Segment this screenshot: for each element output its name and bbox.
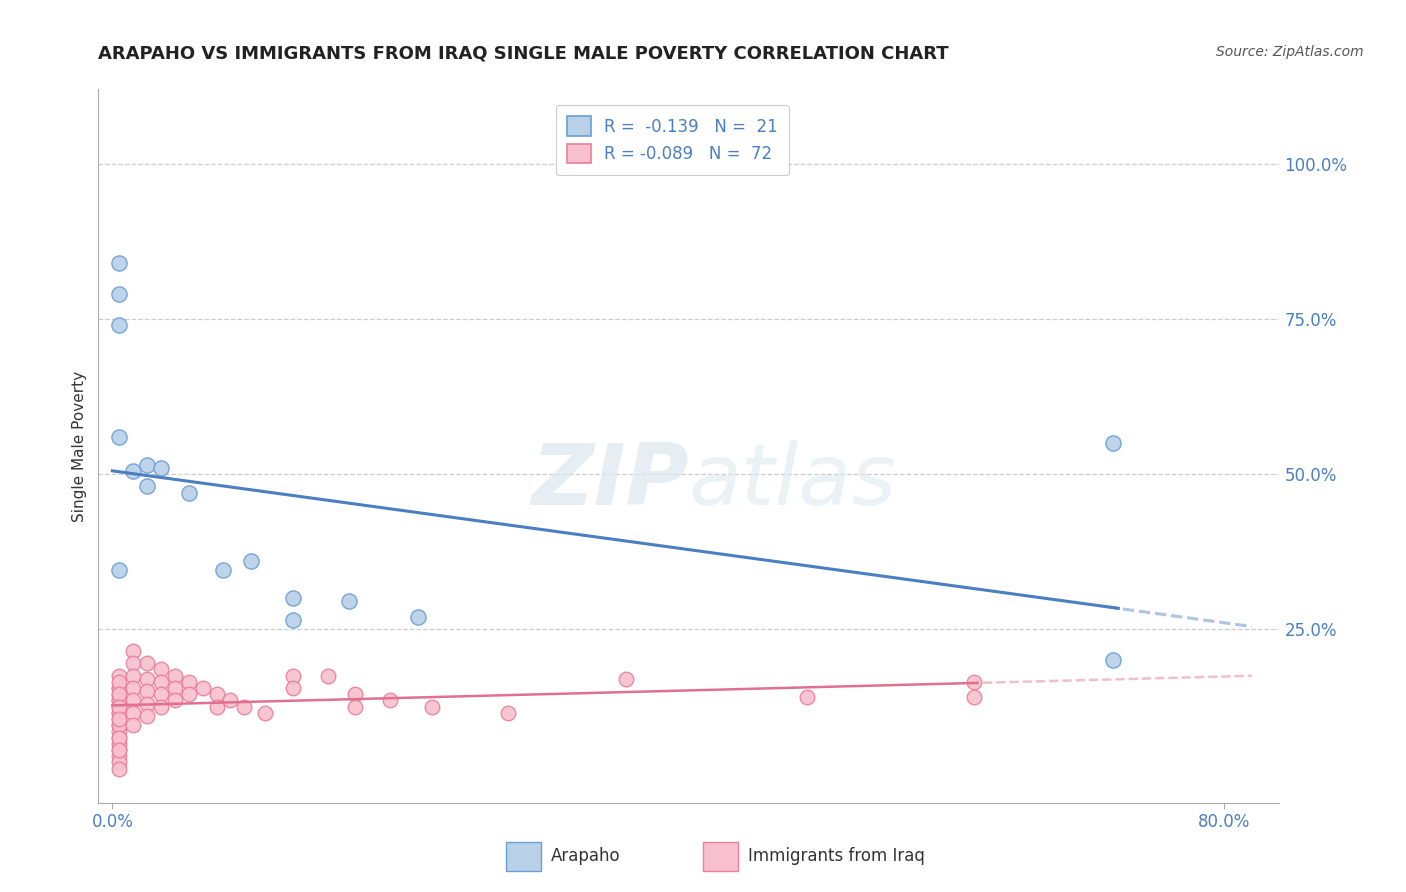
Point — [337, 594, 360, 608]
Point — [205, 699, 228, 714]
Point — [108, 749, 131, 764]
Point — [108, 706, 131, 720]
Point — [108, 718, 131, 732]
Point — [254, 706, 277, 720]
Point — [163, 668, 186, 682]
Point — [233, 699, 256, 714]
Point — [1101, 436, 1123, 450]
Point — [498, 706, 520, 720]
Point — [149, 662, 172, 676]
Y-axis label: Single Male Poverty: Single Male Poverty — [72, 370, 87, 522]
Point — [149, 674, 172, 689]
Point — [136, 458, 159, 472]
Point — [108, 668, 131, 682]
Point — [281, 668, 304, 682]
Point — [1101, 653, 1123, 667]
Text: ZIP: ZIP — [531, 440, 689, 524]
Point — [136, 697, 159, 711]
Point — [177, 674, 200, 689]
Point — [136, 479, 159, 493]
Point — [108, 693, 131, 707]
Point — [108, 731, 131, 745]
Point — [136, 656, 159, 670]
Point — [281, 681, 304, 695]
Text: Source: ZipAtlas.com: Source: ZipAtlas.com — [1216, 45, 1364, 59]
Point — [108, 287, 131, 301]
Point — [108, 699, 131, 714]
Point — [344, 699, 367, 714]
Point — [108, 256, 131, 270]
Point — [205, 687, 228, 701]
Point — [108, 681, 131, 695]
Point — [163, 681, 186, 695]
Point — [122, 693, 145, 707]
Point — [406, 609, 429, 624]
Point — [108, 318, 131, 332]
Point — [122, 718, 145, 732]
Point — [281, 591, 304, 605]
Point — [136, 709, 159, 723]
Point — [149, 699, 172, 714]
Point — [163, 693, 186, 707]
Point — [344, 687, 367, 701]
Point — [108, 699, 131, 714]
Point — [108, 674, 131, 689]
Point — [191, 681, 214, 695]
Point — [122, 464, 145, 478]
Legend: R =  -0.139   N =  21, R = -0.089   N =  72: R = -0.139 N = 21, R = -0.089 N = 72 — [555, 104, 789, 175]
Point — [108, 687, 131, 701]
Point — [219, 693, 242, 707]
Point — [796, 690, 818, 705]
Point — [380, 693, 402, 707]
Text: Immigrants from Iraq: Immigrants from Iraq — [748, 847, 925, 865]
Point — [108, 731, 131, 745]
Text: atlas: atlas — [689, 440, 897, 524]
Point — [136, 684, 159, 698]
Point — [108, 762, 131, 776]
Point — [963, 674, 986, 689]
Point — [122, 706, 145, 720]
FancyBboxPatch shape — [703, 842, 738, 871]
Point — [212, 563, 235, 577]
Point — [149, 460, 172, 475]
Point — [177, 687, 200, 701]
FancyBboxPatch shape — [506, 842, 541, 871]
Point — [136, 672, 159, 686]
Point — [281, 613, 304, 627]
Point — [108, 681, 131, 695]
Point — [177, 485, 200, 500]
Point — [108, 743, 131, 757]
Point — [108, 718, 131, 732]
Point — [108, 712, 131, 726]
Text: Arapaho: Arapaho — [551, 847, 621, 865]
Text: ARAPAHO VS IMMIGRANTS FROM IRAQ SINGLE MALE POVERTY CORRELATION CHART: ARAPAHO VS IMMIGRANTS FROM IRAQ SINGLE M… — [98, 45, 949, 62]
Point — [316, 668, 339, 682]
Point — [108, 693, 131, 707]
Point — [420, 699, 443, 714]
Point — [108, 756, 131, 770]
Point — [108, 737, 131, 751]
Point — [122, 668, 145, 682]
Point — [122, 644, 145, 658]
Point — [122, 656, 145, 670]
Point — [108, 706, 131, 720]
Point — [108, 563, 131, 577]
Point — [108, 430, 131, 444]
Point — [616, 672, 638, 686]
Point — [240, 554, 263, 568]
Point — [149, 687, 172, 701]
Point — [108, 712, 131, 726]
Point — [108, 743, 131, 757]
Point — [108, 724, 131, 739]
Point — [108, 687, 131, 701]
Point — [122, 681, 145, 695]
Point — [963, 690, 986, 705]
